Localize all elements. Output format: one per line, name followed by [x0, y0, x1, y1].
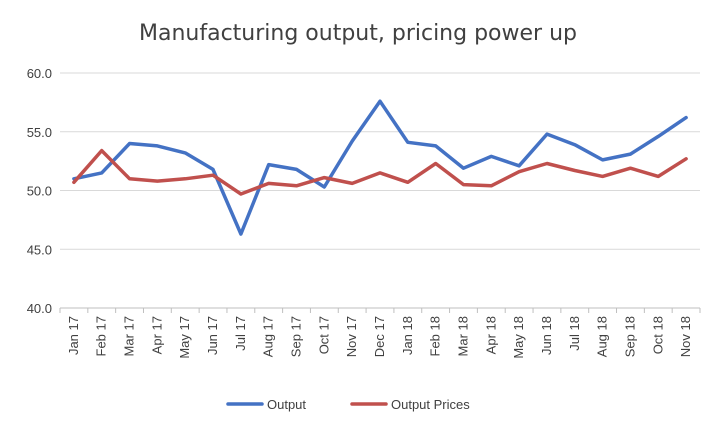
x-tick-label: Mar 18 [455, 316, 470, 356]
x-tick-label: Aug 17 [261, 316, 276, 357]
legend: Output Output Prices [226, 397, 470, 412]
series-lines [72, 99, 688, 236]
series-line-output [72, 99, 688, 236]
x-tick-label: Sep 18 [622, 316, 637, 357]
x-tick-label: May 18 [511, 316, 526, 359]
x-tick-label: Sep 17 [289, 316, 304, 357]
axes: 40.0 45.0 50.0 55.0 60.0 Jan 17 Feb 17 Mar 17 Ap… [27, 66, 701, 359]
x-tick-label: Oct 17 [316, 316, 331, 354]
y-tick-label: 60.0 [27, 66, 52, 81]
y-tick-label: 45.0 [27, 242, 52, 257]
gridlines [60, 72, 700, 250]
x-tick-label: Oct 18 [650, 316, 665, 354]
x-tick-label: Jan 18 [400, 316, 415, 355]
x-tick-label: Nov 17 [344, 316, 359, 357]
x-tick-label: Aug 18 [595, 316, 610, 357]
x-tick-label: Dec 17 [372, 316, 387, 357]
x-tick-label: Jan 17 [66, 316, 81, 355]
x-tick-label: Nov 18 [678, 316, 693, 357]
x-tick-label: May 17 [177, 316, 192, 359]
x-tick-label: Feb 17 [94, 316, 109, 356]
series-line-output-prices [72, 148, 688, 196]
x-tick-label: Feb 18 [428, 316, 443, 356]
x-tick-label: Jul 18 [567, 316, 582, 351]
y-tick-label: 55.0 [27, 125, 52, 140]
x-tick-label: Jun 17 [205, 316, 220, 355]
x-tick-label: Apr 17 [149, 316, 164, 354]
x-tick-label: Apr 18 [483, 316, 498, 354]
y-tick-label: 50.0 [27, 184, 52, 199]
x-tick-label: Jun 18 [539, 316, 554, 355]
legend-label-output-prices: Output Prices [391, 397, 470, 412]
chart-title: Manufacturing output, pricing power up [139, 21, 577, 46]
x-tick-label: Mar 17 [122, 316, 137, 356]
y-tick-label: 40.0 [27, 301, 52, 316]
legend-label-output: Output [267, 397, 306, 412]
x-tick-label: Jul 17 [233, 316, 248, 351]
